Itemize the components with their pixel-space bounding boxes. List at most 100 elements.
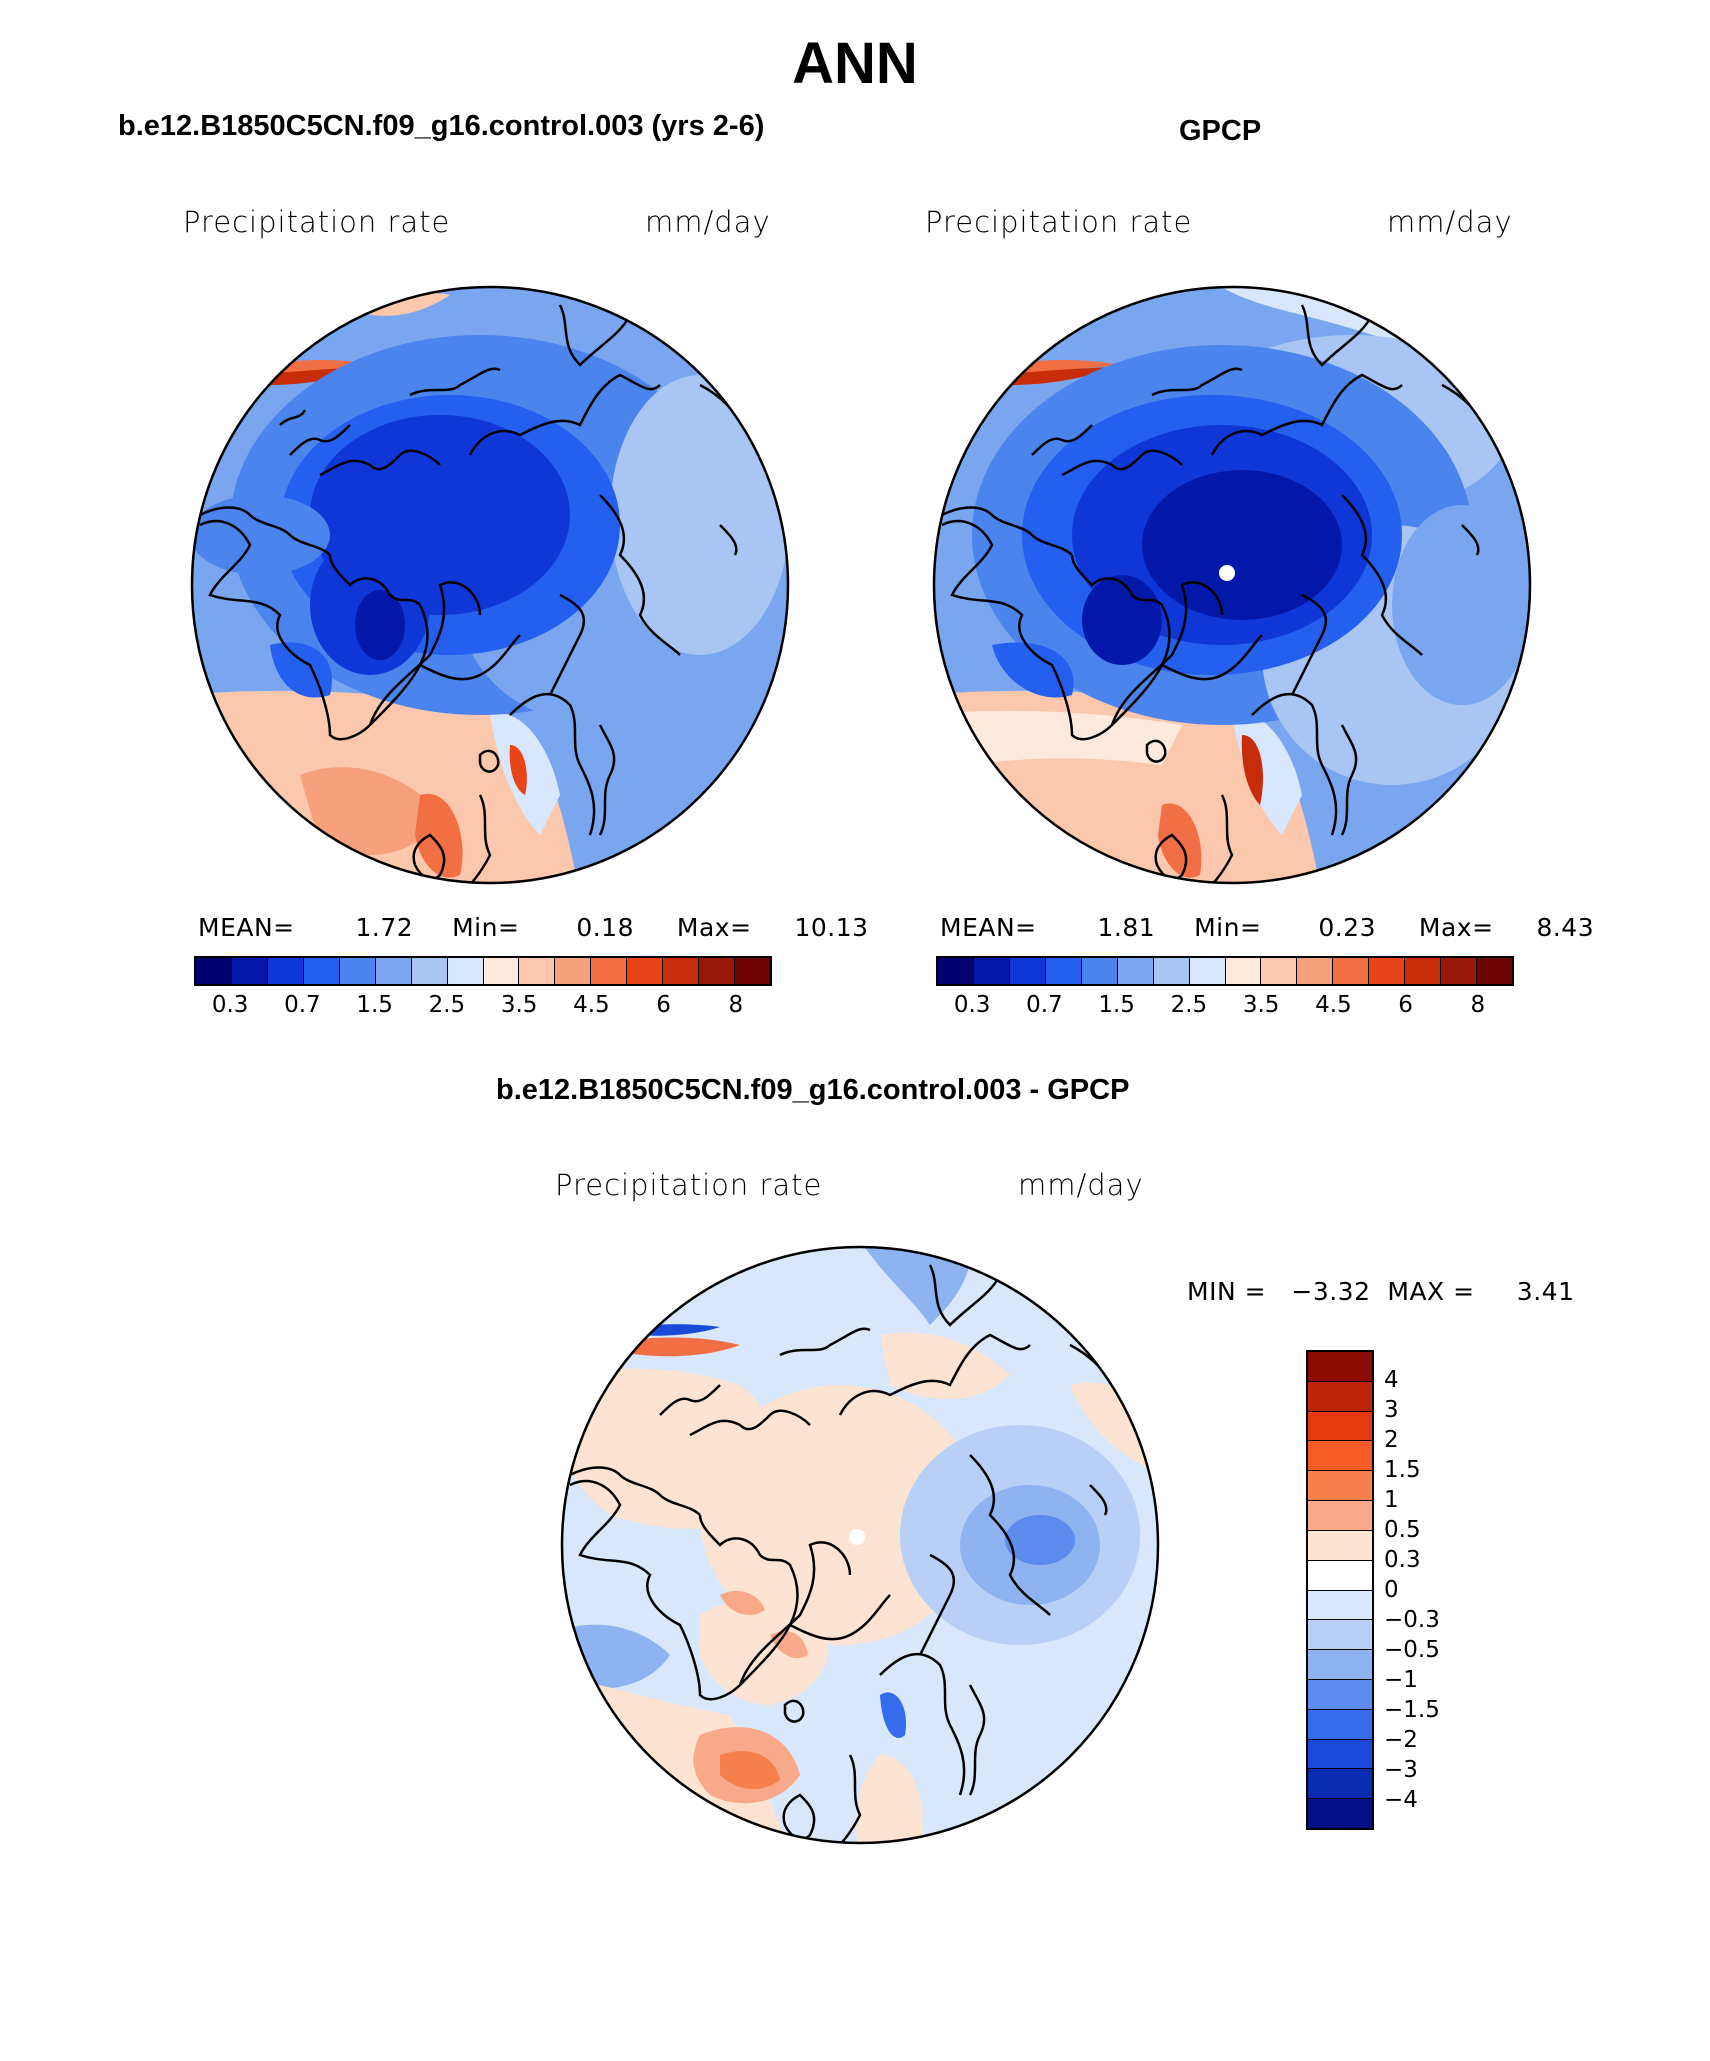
diff-colorbar-tick-label: −1 bbox=[1384, 1667, 1418, 1693]
model-colorbar-swatch bbox=[735, 958, 770, 984]
obs-variable-label: Precipitation rate bbox=[925, 205, 1193, 239]
model-colorbar-ticks: 0.3 0.7 1.5 2.5 3.5 4.5 6 8 bbox=[194, 992, 772, 1022]
obs-colorbar-swatch bbox=[1045, 958, 1082, 984]
diff-colorbar-tick-label: −4 bbox=[1384, 1787, 1418, 1813]
diff-polar-map bbox=[560, 1245, 1160, 1845]
left-panel-title: b.e12.B1850C5CN.f09_g16.control.003 (yrs… bbox=[118, 110, 765, 142]
diff-colorbar-tick-label: 2 bbox=[1384, 1427, 1399, 1453]
diff-panel-title: b.e12.B1850C5CN.f09_g16.control.003 - GP… bbox=[496, 1074, 1130, 1106]
obs-colorbar-swatch bbox=[1297, 958, 1334, 984]
obs-colorbar bbox=[936, 956, 1514, 986]
model-min-label: Min= bbox=[452, 913, 520, 942]
obs-colorbar-swatch bbox=[1189, 958, 1226, 984]
model-colorbar-tick-label: 2.5 bbox=[428, 992, 466, 1018]
diff-colorbar-tick-label: 1.5 bbox=[1384, 1457, 1421, 1483]
model-mean-label: MEAN= bbox=[198, 913, 295, 942]
diff-colorbar-swatch bbox=[1308, 1411, 1372, 1442]
obs-colorbar-swatch bbox=[1117, 958, 1154, 984]
model-colorbar-swatch bbox=[339, 958, 376, 984]
obs-max-label: Max= bbox=[1418, 913, 1494, 942]
model-colorbar-swatch bbox=[267, 958, 304, 984]
diff-colorbar-swatch bbox=[1308, 1799, 1372, 1828]
model-polar-map bbox=[190, 285, 790, 885]
right-panel-title: GPCP bbox=[1179, 115, 1262, 147]
diff-colorbar-swatch bbox=[1308, 1501, 1372, 1531]
model-colorbar-swatch bbox=[447, 958, 484, 984]
obs-colorbar-swatch bbox=[1009, 958, 1046, 984]
model-colorbar-swatch bbox=[519, 958, 556, 984]
diff-colorbar-swatch bbox=[1308, 1620, 1372, 1651]
model-colorbar bbox=[194, 956, 772, 986]
diff-colorbar-swatch bbox=[1308, 1769, 1372, 1800]
obs-colorbar-swatch bbox=[1441, 958, 1478, 984]
obs-min-label: Min= bbox=[1194, 913, 1262, 942]
obs-colorbar-swatch bbox=[1405, 958, 1442, 984]
obs-polar-map bbox=[932, 285, 1532, 885]
model-colorbar-swatch bbox=[196, 958, 232, 984]
model-max-label: Max= bbox=[676, 913, 752, 942]
model-colorbar-swatch bbox=[591, 958, 628, 984]
diff-colorbar-swatch bbox=[1308, 1352, 1372, 1382]
diff-colorbar-tick-label: 0.3 bbox=[1384, 1547, 1421, 1573]
diff-colorbar bbox=[1306, 1350, 1374, 1830]
model-colorbar-swatch bbox=[663, 958, 700, 984]
obs-colorbar-swatch bbox=[1369, 958, 1406, 984]
diff-colorbar-swatch bbox=[1308, 1679, 1372, 1710]
diff-units-label: mm/day bbox=[1018, 1168, 1144, 1202]
diff-colorbar-tick-label: 0.5 bbox=[1384, 1517, 1421, 1543]
model-colorbar-swatch bbox=[555, 958, 592, 984]
obs-colorbar-tick-label: 2.5 bbox=[1170, 992, 1208, 1018]
diff-colorbar-swatch bbox=[1308, 1560, 1372, 1591]
model-max-value: 10.13 bbox=[794, 913, 869, 942]
obs-mean-label: MEAN= bbox=[940, 913, 1037, 942]
obs-colorbar-tick-label: 4.5 bbox=[1315, 992, 1352, 1018]
diff-colorbar-swatch bbox=[1308, 1590, 1372, 1621]
model-colorbar-tick-label: 8 bbox=[728, 992, 744, 1018]
diff-colorbar-swatch bbox=[1308, 1441, 1372, 1472]
diff-colorbar-swatch bbox=[1308, 1739, 1372, 1770]
obs-colorbar-tick-label: 1.5 bbox=[1098, 992, 1135, 1018]
diff-colorbar-swatch bbox=[1308, 1471, 1372, 1502]
model-colorbar-swatch bbox=[699, 958, 736, 984]
diff-colorbar-tick-label: −1.5 bbox=[1384, 1697, 1440, 1723]
obs-max-value: 8.43 bbox=[1536, 913, 1595, 942]
obs-colorbar-tick-label: 6 bbox=[1398, 992, 1413, 1018]
model-units-label: mm/day bbox=[645, 205, 771, 239]
model-colorbar-tick-label: 0.3 bbox=[211, 992, 249, 1018]
obs-colorbar-tick-label: 0.3 bbox=[953, 992, 991, 1018]
model-colorbar-tick-label: 3.5 bbox=[500, 992, 538, 1018]
obs-colorbar-tick-label: 8 bbox=[1470, 992, 1486, 1018]
obs-units-label: mm/day bbox=[1387, 205, 1513, 239]
diff-colorbar-swatch bbox=[1308, 1709, 1372, 1740]
obs-colorbar-tick-label: 0.7 bbox=[1026, 992, 1063, 1018]
model-min-value: 0.18 bbox=[576, 913, 634, 942]
diff-colorbar-tick-label: 0 bbox=[1384, 1577, 1399, 1603]
diff-variable-label: Precipitation rate bbox=[555, 1168, 823, 1202]
diff-colorbar-tick-label: −0.3 bbox=[1384, 1607, 1440, 1633]
model-colorbar-swatch bbox=[483, 958, 520, 984]
obs-colorbar-swatch bbox=[1477, 958, 1512, 984]
diff-colorbar-tick-label: 3 bbox=[1384, 1397, 1399, 1423]
diff-colorbar-tick-label: −0.5 bbox=[1384, 1637, 1440, 1663]
obs-mean-value: 1.81 bbox=[1097, 913, 1156, 942]
model-colorbar-tick-label: 6 bbox=[656, 992, 671, 1018]
model-colorbar-tick-label: 4.5 bbox=[573, 992, 610, 1018]
obs-colorbar-swatch bbox=[1261, 958, 1298, 984]
obs-colorbar-swatch bbox=[1333, 958, 1370, 984]
obs-colorbar-swatch bbox=[938, 958, 974, 984]
diff-colorbar-swatch bbox=[1308, 1530, 1372, 1561]
model-mean-value: 1.72 bbox=[355, 913, 414, 942]
figure-title: ANN bbox=[792, 31, 918, 96]
model-colorbar-tick-label: 0.7 bbox=[284, 992, 321, 1018]
model-colorbar-swatch bbox=[231, 958, 268, 984]
diff-colorbar-ticks: 4 3 2 1.5 1 0.5 0.3 0 −0.3 −0.5 −1 −1.5 −2 −3 −4 bbox=[1384, 1350, 1504, 1830]
obs-colorbar-swatch bbox=[1081, 958, 1118, 984]
model-colorbar-swatch bbox=[303, 958, 340, 984]
model-variable-label: Precipitation rate bbox=[183, 205, 451, 239]
obs-min-value: 0.23 bbox=[1318, 913, 1376, 942]
obs-colorbar-ticks: 0.3 0.7 1.5 2.5 3.5 4.5 6 8 bbox=[936, 992, 1514, 1022]
obs-colorbar-tick-label: 3.5 bbox=[1242, 992, 1280, 1018]
model-colorbar-swatch bbox=[411, 958, 448, 984]
diff-colorbar-tick-label: −3 bbox=[1384, 1757, 1418, 1783]
diff-colorbar-tick-label: 1 bbox=[1384, 1487, 1399, 1513]
